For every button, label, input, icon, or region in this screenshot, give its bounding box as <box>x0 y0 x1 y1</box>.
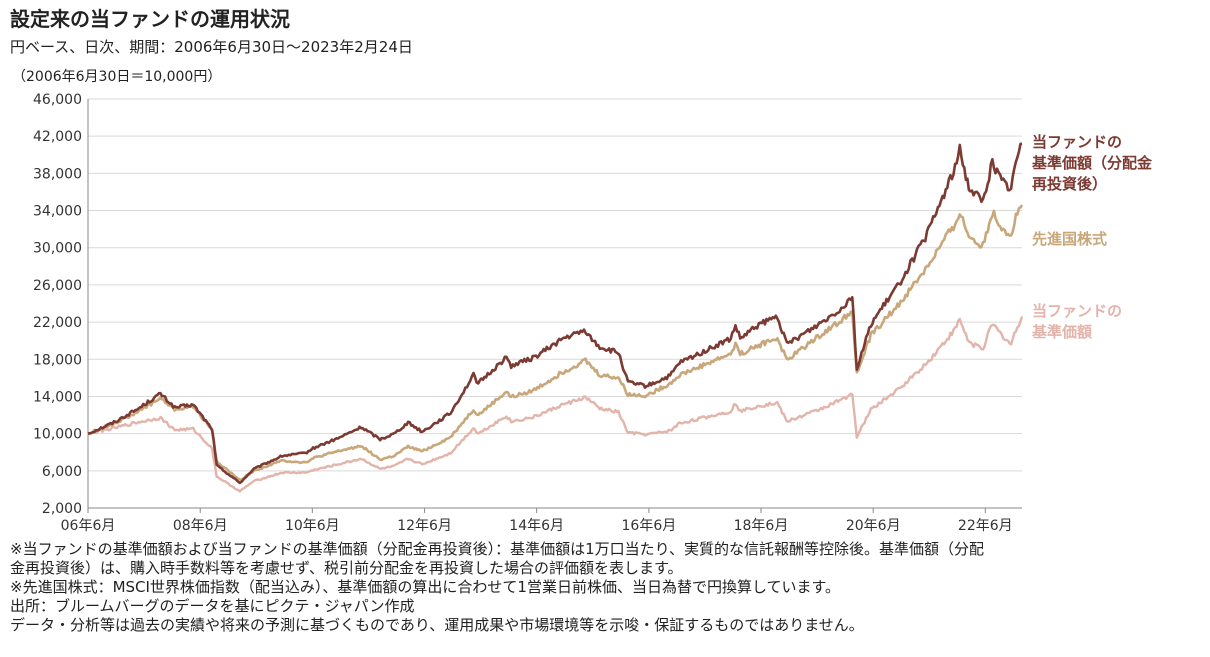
y-tick-label: 30,000 <box>33 241 82 257</box>
series-lines <box>87 142 1024 493</box>
footnote-line: 出所：ブルームバーグのデータを基にピクテ・ジャパン作成 <box>10 597 415 615</box>
legend-line: 先進国株式 <box>1032 230 1108 248</box>
y-tick-label: 18,000 <box>33 352 82 368</box>
x-tick-label: 06年6月 <box>61 518 116 534</box>
y-tick-label: 38,000 <box>33 166 82 182</box>
footnote-line: ※当ファンドの基準価額および当ファンドの基準価額（分配金再投資後）：基準価額は1… <box>10 540 985 558</box>
footnote-line: 金再投資後）は、購入時手数料等を考慮せず、税引前分配金を再投資した場合の評価額を… <box>10 559 683 577</box>
legend-line: 再投資後） <box>1032 175 1108 193</box>
legend-line: 当ファンドの <box>1032 133 1123 151</box>
page-title: 設定来の当ファンドの運用状況 <box>10 7 290 31</box>
legend-line: 当ファンドの <box>1032 302 1123 320</box>
y-tick-label: 10,000 <box>33 427 82 443</box>
x-tick-label: 18年6月 <box>734 518 789 534</box>
series-line-fund-reinvested <box>87 142 1023 485</box>
axes <box>87 99 1022 513</box>
legend-line: 基準価額（分配金 <box>1032 154 1153 172</box>
legend-line: 基準価額 <box>1032 323 1093 341</box>
line-chart: 2,000 6,000 10,000 14,000 18,000 22,000 26,000… <box>33 92 1024 534</box>
footnotes: ※当ファンドの基準価額および当ファンドの基準価額（分配金再投資後）：基準価額は1… <box>10 540 1205 635</box>
series-line-msci <box>88 204 1024 481</box>
y-tick-label: 26,000 <box>33 278 82 294</box>
y-tick-label: 34,000 <box>33 204 82 220</box>
legend-label-msci: 先進国株式 <box>1032 229 1107 250</box>
y-tick-label: 46,000 <box>33 92 82 108</box>
legend-label-fund-nav: 当ファンドの 基準価額 <box>1032 301 1122 343</box>
y-tick-label: 22,000 <box>33 315 82 331</box>
grid-lines <box>88 98 1022 509</box>
y-tick-label: 14,000 <box>33 389 82 405</box>
series-line-fund-nav <box>87 316 1024 493</box>
tick-labels: 2,000 6,000 10,000 14,000 18,000 22,000 26,000… <box>33 92 1013 534</box>
x-tick-label: 20年6月 <box>846 518 901 534</box>
x-tick-label: 12年6月 <box>397 518 452 534</box>
y-tick-label: 6,000 <box>42 464 82 480</box>
x-tick-label: 14年6月 <box>509 518 564 534</box>
x-tick-label: 08年6月 <box>173 518 228 534</box>
chart-subtitle: 円ベース、日次、期間：2006年6月30日～2023年2月24日 <box>10 38 413 56</box>
footnote-line: ※先進国株式：MSCI世界株価指数（配当込み）、基準価額の算出に合わせて1営業日… <box>10 578 841 596</box>
x-tick-label: 16年6月 <box>622 518 677 534</box>
y-tick-label: 2,000 <box>42 501 82 517</box>
base-value-note: （2006年6月30日＝10,000円） <box>12 69 222 85</box>
footnote-line: データ・分析等は過去の実績や将来の予測に基づくものであり、運用成果や市場環境等を… <box>10 616 864 634</box>
legend-label-fund-reinvested: 当ファンドの 基準価額（分配金 再投資後） <box>1032 132 1152 195</box>
x-tick-label: 22年6月 <box>958 518 1013 534</box>
x-tick-label: 10年6月 <box>285 518 340 534</box>
y-tick-label: 42,000 <box>33 129 82 145</box>
